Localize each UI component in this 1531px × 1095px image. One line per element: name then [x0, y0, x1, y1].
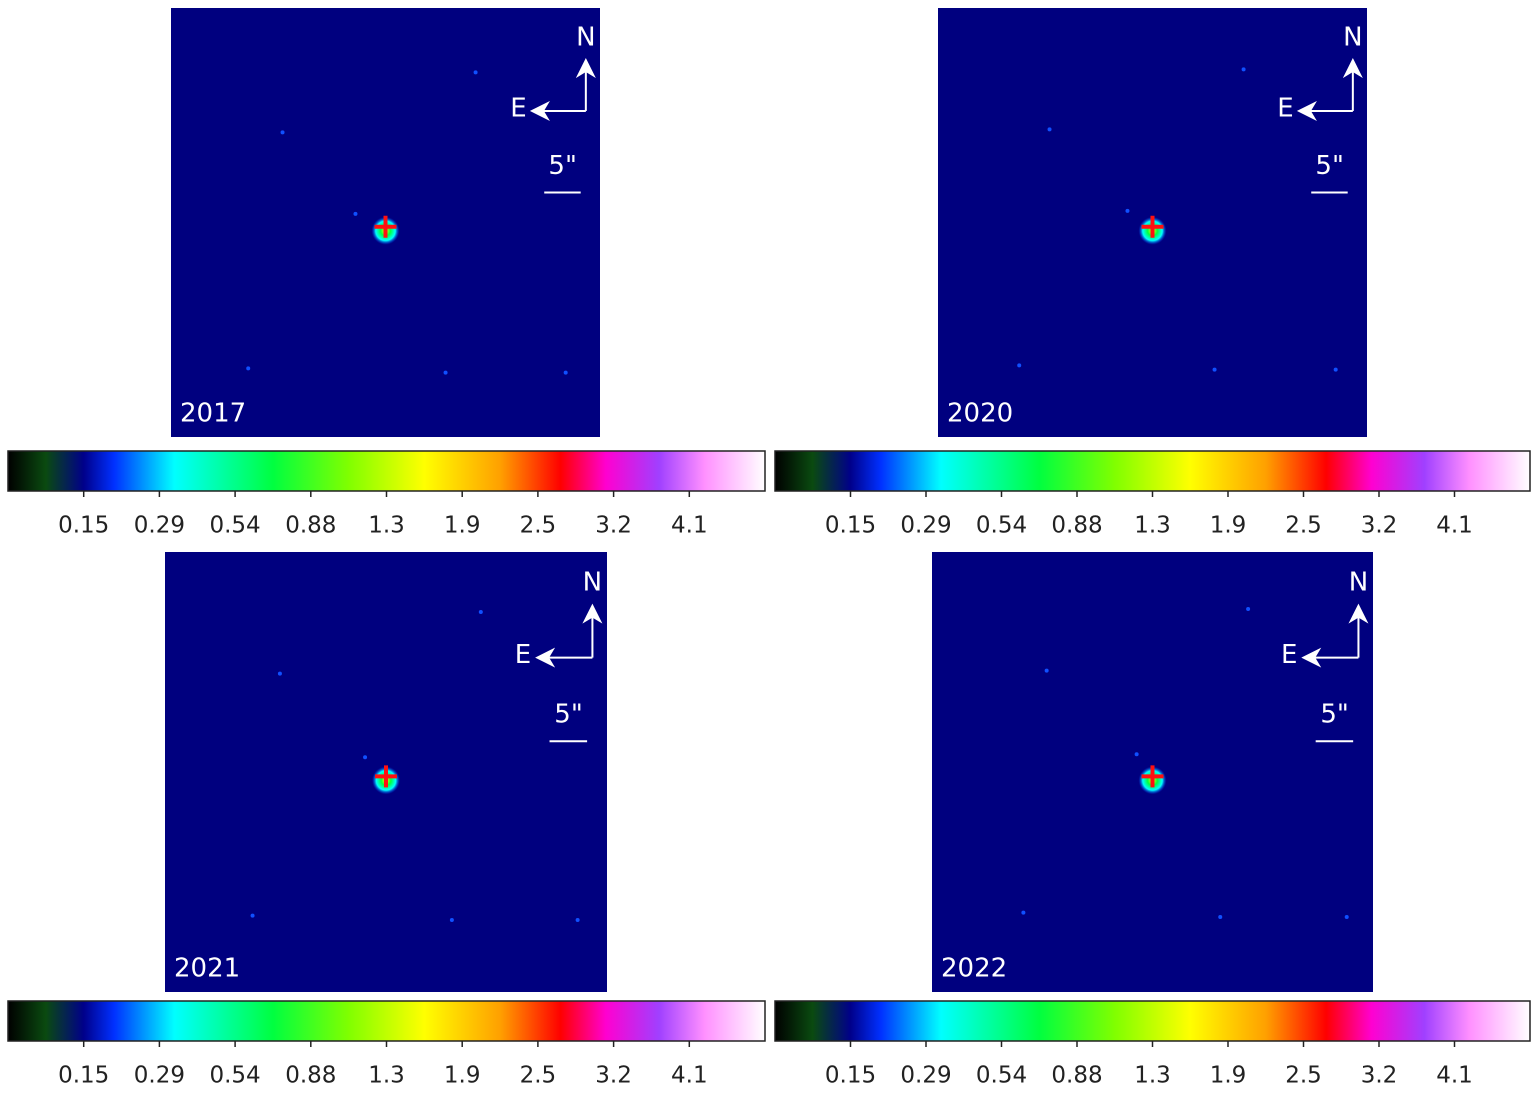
year-label: 2017 — [180, 399, 246, 429]
star — [479, 610, 483, 614]
colorbar-tick-label: 0.54 — [209, 1063, 260, 1089]
north-label: N — [1349, 567, 1368, 597]
scale-label: 5" — [554, 699, 583, 729]
year-label: 2022 — [941, 954, 1007, 984]
star — [1213, 368, 1217, 372]
colorbar-tick-label: 0.15 — [58, 1063, 109, 1089]
colorbar-tick-label: 0.54 — [209, 513, 260, 539]
north-label: N — [1343, 23, 1362, 53]
star — [1135, 752, 1139, 756]
star — [1242, 67, 1246, 71]
star — [246, 366, 250, 370]
star — [444, 371, 448, 375]
colorbar-tick-label: 0.54 — [976, 513, 1027, 539]
star — [281, 130, 285, 134]
year-label: 2021 — [174, 954, 240, 984]
colorbar-tick-label: 3.2 — [595, 1063, 632, 1089]
colorbar-tick-label: 3.2 — [1361, 1063, 1398, 1089]
colorbar — [8, 451, 765, 491]
scale-label: 5" — [1315, 151, 1344, 181]
north-label: N — [576, 23, 595, 53]
star — [564, 371, 568, 375]
figure: N E 5" 2017 0.15 0.29 0.54 0.88 1.3 1.9 2.5 3.2 4.1 N… — [0, 0, 1531, 1095]
colorbar-tick-label: 2.5 — [520, 513, 557, 539]
star — [1125, 209, 1129, 213]
star — [1045, 669, 1049, 673]
star — [1048, 127, 1052, 131]
colorbar-tick-label: 0.15 — [825, 513, 876, 539]
east-label: E — [1277, 93, 1293, 123]
east-label: E — [510, 93, 526, 123]
colorbar — [775, 1001, 1530, 1041]
colorbar — [775, 451, 1530, 491]
colorbar-tick-label: 1.3 — [368, 1063, 405, 1089]
star — [353, 212, 357, 216]
colorbar-tick-label: 4.1 — [1436, 1063, 1473, 1089]
north-label: N — [583, 567, 602, 597]
star — [450, 918, 454, 922]
colorbar-tick-label: 0.88 — [285, 1063, 336, 1089]
colorbar-tick-label: 4.1 — [671, 1063, 708, 1089]
colorbar — [8, 1001, 765, 1041]
star — [363, 755, 367, 759]
colorbar-tick-label: 4.1 — [1436, 513, 1473, 539]
colorbar-tick-label: 1.3 — [1134, 1063, 1171, 1089]
star — [1218, 915, 1222, 919]
colorbar-tick-label: 0.88 — [285, 513, 336, 539]
colorbar-tick-label: 0.29 — [900, 1063, 951, 1089]
star — [576, 918, 580, 922]
colorbar-tick-label: 4.1 — [671, 513, 708, 539]
colorbar-tick-label: 1.9 — [444, 1063, 481, 1089]
star — [474, 70, 478, 74]
colorbar-tick-label: 1.3 — [368, 513, 405, 539]
star — [1017, 363, 1021, 367]
colorbar-tick-label: 0.88 — [1051, 1063, 1102, 1089]
colorbar-tick-label: 2.5 — [520, 1063, 557, 1089]
colorbar-tick-label: 1.9 — [1210, 1063, 1247, 1089]
star — [1334, 368, 1338, 372]
colorbar-tick-label: 1.9 — [444, 513, 481, 539]
scale-label: 5" — [1320, 699, 1349, 729]
colorbar-tick-label: 0.29 — [900, 513, 951, 539]
star — [278, 672, 282, 676]
colorbar-tick-label: 0.88 — [1051, 513, 1102, 539]
scale-label: 5" — [548, 151, 577, 181]
east-label: E — [1281, 640, 1297, 670]
east-label: E — [515, 640, 531, 670]
star — [251, 914, 255, 918]
colorbar-tick-label: 2.5 — [1285, 513, 1322, 539]
colorbar-tick-label: 0.29 — [134, 513, 185, 539]
colorbar-tick-label: 0.15 — [825, 1063, 876, 1089]
colorbar-tick-label: 0.15 — [58, 513, 109, 539]
star — [1246, 607, 1250, 611]
colorbar-tick-label: 0.54 — [976, 1063, 1027, 1089]
colorbar-tick-label: 3.2 — [1361, 513, 1398, 539]
colorbar-tick-label: 3.2 — [595, 513, 632, 539]
year-label: 2020 — [947, 399, 1013, 429]
colorbar-tick-label: 0.29 — [134, 1063, 185, 1089]
colorbar-tick-label: 2.5 — [1285, 1063, 1322, 1089]
star — [1021, 911, 1025, 915]
colorbar-tick-label: 1.3 — [1134, 513, 1171, 539]
star — [1345, 915, 1349, 919]
colorbar-tick-label: 1.9 — [1210, 513, 1247, 539]
